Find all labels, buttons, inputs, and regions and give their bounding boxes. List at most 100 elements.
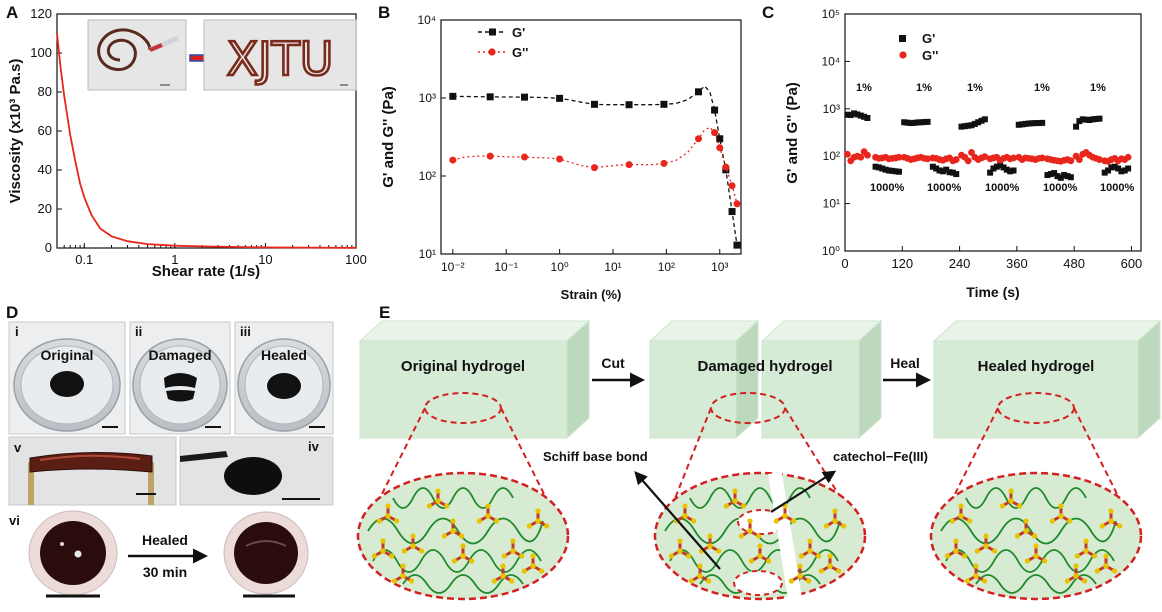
core-dot [530,563,536,569]
core-dot [1083,548,1089,554]
g-prime-marker [1010,167,1017,174]
g-double-prime-marker [695,135,703,143]
g-double-prime-marker [1067,157,1075,165]
fe-dot [766,558,772,564]
fe-dot [389,553,395,559]
crosslinker-icon [818,553,842,574]
y-tick-label: 10³ [823,102,840,116]
crosslinker-icon [673,503,697,524]
g-prime-marker [449,92,457,100]
fe-dot [697,563,703,569]
x-tick-label: 10⁻² [441,260,465,274]
core-dot [510,548,516,554]
catechol-pointer-arrow [770,470,837,513]
core-dot [707,543,713,549]
core-dot [983,543,989,549]
crosslinker-icon [521,553,545,574]
g-prime-marker [936,167,943,174]
crosslinker-icon [441,518,465,539]
fe-dot [973,563,979,569]
fe-dot [682,503,688,509]
self-healing-schematic: Original hydrogel Damaged hydrogel Heale… [356,319,1162,601]
g-double-prime-marker [733,200,741,208]
label-ii: ii [135,324,142,339]
g-prime-marker [958,123,965,130]
fe-dot [732,488,738,494]
fe-dot [494,518,500,524]
x-tick-label: 360 [1006,256,1028,271]
core-dot [747,528,753,534]
crosslinker-icon [668,538,692,559]
g-prime-marker [851,110,858,117]
fe-dot [1042,558,1048,564]
crosslinker-icon [688,563,712,584]
legend-label-g-double-prime: G'' [922,48,938,63]
y-tick-label: 60 [38,123,52,138]
g-prime-marker [981,116,988,123]
label-damaged: Damaged [148,347,211,363]
x-axis-label: Strain (%) [561,287,622,302]
g-prime-marker [695,88,703,96]
legend-label-g-double-prime: G'' [512,45,528,60]
healed-arrow-label: Healed [142,532,188,548]
label-v: v [14,440,22,455]
inset-photo-xjtu: XJTU [203,19,357,91]
label-schiff-base-bond: Schiff base bond [543,449,648,464]
fe-dot [410,533,416,539]
core-dot [782,513,788,519]
x-axis-label: Time (s) [966,284,1019,300]
crosslinker-icon [476,503,500,524]
fe-dot [510,538,516,544]
g-prime-marker [895,168,902,175]
annotation-1000pct: 1000% [985,182,1019,194]
g-prime-marker [733,241,741,249]
g-double-prime-marker [843,150,851,158]
fe-dot [435,488,441,494]
fe-dot [1023,518,1029,524]
g-prime-marker [978,117,985,124]
core-dot [958,513,964,519]
g-prime-marker [907,120,914,127]
legend: G' G'' [899,31,938,63]
label-healed-hydrogel: Healed hydrogel [978,358,1095,375]
fe-dot [788,578,794,584]
y-axis-label: Viscosity (x10³ Pa.s) [7,59,24,204]
crosslinker-icon [501,538,525,559]
annotation-1000pct: 1000% [1100,182,1134,194]
crosslinker-icon [738,518,762,539]
cut-line [768,471,802,601]
fe-dot [394,518,400,524]
crosslinker-icon [1074,538,1098,559]
plot-frame [440,19,742,255]
g-prime-marker [904,119,911,126]
core-dot [400,573,406,579]
fe-dot [1108,508,1114,514]
label-original-hydrogel: Original hydrogel [401,358,525,375]
crosslinker-icon [1024,543,1048,564]
fe-dot [1033,543,1039,549]
g-double-prime-line [452,126,738,204]
g-double-prime-marker [1076,156,1083,163]
polymer-chain [372,549,542,573]
plot-frame [844,13,1142,252]
fe-dot [526,523,532,529]
fe-dot [953,538,959,544]
y-tick-label: 20 [38,201,52,216]
fe-dot [1008,488,1014,494]
crosslinker-icon [1099,508,1123,529]
crosslinker-icon [376,503,400,524]
crosslinker-icon [788,563,812,584]
core-dot [385,513,391,519]
fe-dot [1032,533,1038,539]
fe-dot [444,503,450,509]
y-tick-label: 40 [38,162,52,177]
g-prime-line [452,85,738,246]
fe-dot [521,568,527,574]
g-double-prime-marker [711,129,719,137]
core-dot [697,573,703,579]
g-prime-marker [1125,165,1132,172]
photo-original: i Original [8,321,126,435]
g-prime-marker [1047,171,1054,178]
g-prime-marker [965,122,972,129]
fe-dot [816,553,822,559]
